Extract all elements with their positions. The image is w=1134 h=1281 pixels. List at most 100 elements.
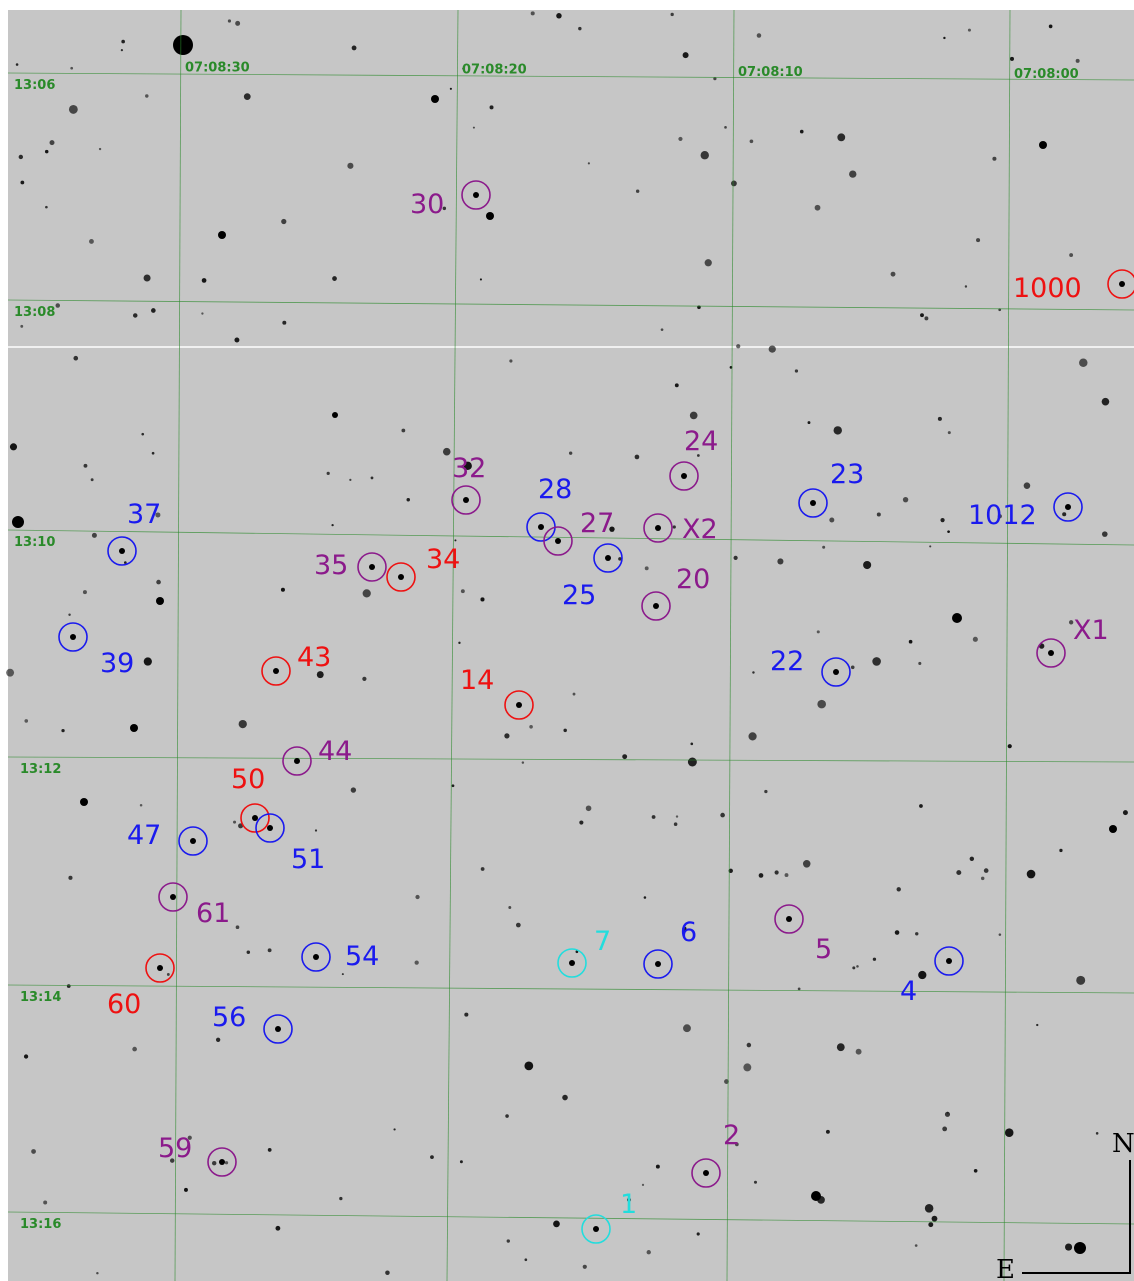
target-star <box>833 669 839 675</box>
star <box>890 271 896 277</box>
star <box>460 589 465 594</box>
star <box>944 1111 951 1117</box>
star <box>515 922 521 928</box>
star <box>227 19 232 23</box>
target-star <box>810 500 816 506</box>
star <box>6 668 15 677</box>
star <box>316 671 324 679</box>
star <box>876 512 881 517</box>
dec-label: 13:08 <box>14 305 55 320</box>
star <box>672 525 676 529</box>
star <box>690 742 694 746</box>
star <box>967 28 971 32</box>
marker-label: 22 <box>770 646 804 677</box>
star <box>758 873 764 878</box>
star <box>852 966 856 970</box>
marker-label: 43 <box>297 642 331 673</box>
star <box>235 925 240 930</box>
star <box>480 597 485 602</box>
star <box>31 1149 36 1154</box>
star <box>1069 253 1074 257</box>
star <box>275 1225 281 1231</box>
target-star <box>1048 650 1054 656</box>
star <box>704 259 712 267</box>
star <box>430 1155 434 1160</box>
star <box>454 539 457 542</box>
star <box>562 1094 568 1101</box>
target-star <box>703 1170 709 1176</box>
star <box>1048 24 1053 29</box>
marker-circle <box>557 948 587 978</box>
star <box>73 355 79 361</box>
star <box>849 170 857 178</box>
star <box>998 933 1002 936</box>
bright-star <box>80 798 88 806</box>
marker-circle <box>240 803 270 833</box>
star <box>68 875 73 880</box>
star <box>1075 58 1080 63</box>
star <box>1009 56 1015 61</box>
target-star <box>252 815 258 821</box>
dec-grid-line <box>7 1211 1134 1225</box>
star <box>406 498 410 502</box>
marker-label: 61 <box>196 898 230 929</box>
bright-star <box>431 95 439 103</box>
star <box>504 733 510 739</box>
star <box>347 162 354 169</box>
star <box>908 639 913 644</box>
marker-label: 54 <box>345 941 379 972</box>
star <box>169 1158 175 1163</box>
target-star <box>170 894 176 900</box>
dec-label: 13:10 <box>14 535 55 550</box>
star <box>44 149 49 154</box>
marker-circle <box>386 562 416 592</box>
star <box>731 180 737 187</box>
target-star <box>219 1159 225 1165</box>
star <box>18 154 24 160</box>
star <box>121 39 125 44</box>
star <box>579 820 584 825</box>
star <box>575 950 579 954</box>
ra-grid-line <box>1003 9 1011 1281</box>
star <box>238 719 247 729</box>
star <box>655 1164 660 1169</box>
star <box>807 421 811 425</box>
star <box>992 156 997 161</box>
star <box>634 454 640 460</box>
star <box>332 276 337 281</box>
marker-label: 59 <box>158 1133 192 1164</box>
star <box>362 676 367 682</box>
ra-grid-line <box>174 9 182 1281</box>
bright-star <box>486 212 494 220</box>
star <box>70 66 74 70</box>
star <box>749 139 754 144</box>
marker-circle <box>107 536 137 566</box>
star <box>956 870 962 876</box>
star <box>553 1220 560 1228</box>
star <box>96 1271 99 1275</box>
star <box>414 960 419 965</box>
star <box>45 205 48 209</box>
marker-label: 28 <box>538 474 572 505</box>
target-star <box>275 1026 281 1032</box>
star <box>505 1114 509 1118</box>
star <box>768 345 776 353</box>
star <box>572 692 576 696</box>
star <box>646 1250 651 1255</box>
star <box>15 63 19 66</box>
star <box>1062 512 1067 517</box>
target-star <box>786 916 792 922</box>
star <box>98 147 102 151</box>
marker-circle <box>1036 638 1066 668</box>
star <box>341 973 344 976</box>
ra-label: 07:08:20 <box>462 63 527 78</box>
target-star <box>653 603 659 609</box>
star <box>508 906 512 909</box>
marker-label: X1 <box>1073 615 1109 646</box>
ra-grid-line <box>726 9 735 1281</box>
star <box>442 206 447 211</box>
star <box>55 303 60 308</box>
marker-circle <box>282 746 312 776</box>
star <box>802 860 811 868</box>
bright-star <box>130 724 138 732</box>
